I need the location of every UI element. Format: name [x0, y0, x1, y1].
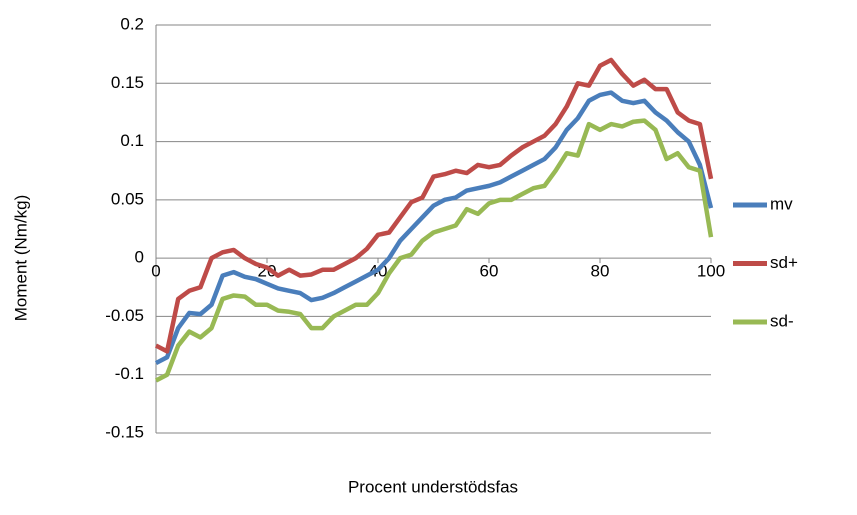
legend-label: sd+ [770, 253, 798, 272]
series-line [154, 57, 714, 354]
x-tick-label: 80 [591, 262, 610, 281]
y-tick-label: 0.05 [111, 189, 144, 208]
legend-label: mv [770, 194, 793, 213]
x-axis-title: Procent understödsfas [348, 477, 518, 496]
series-line [154, 90, 714, 366]
y-tick-label: 0.15 [111, 73, 144, 92]
legend-label: sd- [770, 311, 794, 330]
y-tick-label: -0.15 [105, 422, 144, 441]
y-tick-label: 0.2 [120, 14, 144, 33]
x-tick-label: 60 [480, 262, 499, 281]
y-axis-title: Moment (Nm/kg) [11, 195, 30, 322]
series-line [154, 118, 714, 383]
x-tick-label: 100 [697, 262, 725, 281]
y-tick-label: 0.1 [120, 131, 144, 150]
y-tick-label: 0 [135, 248, 144, 267]
y-tick-label: -0.05 [105, 306, 144, 325]
x-tick-label: 0 [151, 262, 160, 281]
y-tick-label: -0.1 [115, 364, 144, 383]
